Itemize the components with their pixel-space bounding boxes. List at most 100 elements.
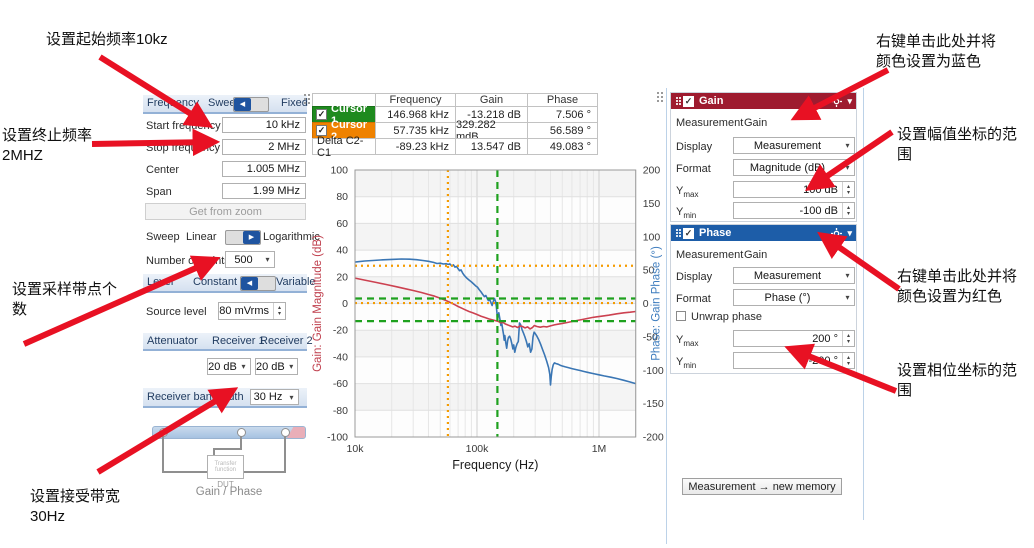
annotation-start-frequency: 设置起始频率10kz	[46, 31, 168, 48]
spinner-arrows-icon[interactable]: ▴ ▾	[842, 331, 854, 346]
panel-splitter[interactable]	[666, 88, 667, 544]
get-from-zoom-button[interactable]: Get from zoom	[145, 203, 306, 220]
gear-icon[interactable]	[831, 95, 843, 107]
cursor1-checkbox[interactable]: ✓	[316, 109, 327, 120]
number-of-points-dropdown[interactable]: 500 ▾	[225, 251, 275, 268]
center-frequency-input[interactable]: 1.005 MHz	[222, 161, 306, 177]
phase-ymin-label: Ymin	[676, 356, 697, 371]
cursor1-phase-cell: 7.506 °	[527, 106, 598, 123]
svg-text:20: 20	[336, 271, 348, 283]
receiver-bandwidth-label: Receiver bandwidth	[147, 391, 244, 403]
spinner-arrows-icon[interactable]: ▴ ▾	[842, 182, 854, 197]
spinner-arrows-icon[interactable]: ▴ ▾	[273, 303, 285, 319]
bode-plot[interactable]: 100806040200-20-40-60-80-100200150100500…	[312, 158, 668, 493]
chevron-down-icon[interactable]: ▾	[847, 227, 852, 238]
gain-display-label: Display	[676, 141, 713, 153]
drag-handle-icon[interactable]	[676, 100, 678, 102]
cursor-table-header-phase: Phase	[527, 93, 598, 107]
span-frequency-input[interactable]: 1.99 MHz	[222, 183, 306, 199]
source-level-stepper[interactable]: 80 mVrms ▴ ▾	[218, 302, 286, 320]
gain-format-label: Format	[676, 163, 711, 175]
phase-ymin-stepper[interactable]: -200 ° ▴ ▾	[733, 352, 855, 369]
chevron-down-icon[interactable]: ▾	[847, 95, 852, 106]
spinner-arrows-icon[interactable]: ▴ ▾	[842, 203, 854, 218]
dut-box: Transfer function	[207, 455, 244, 479]
svg-text:-20: -20	[333, 325, 348, 337]
stop-frequency-label: Stop frequency	[146, 142, 220, 154]
gain-ymax-stepper[interactable]: 100 dB ▴ ▾	[733, 181, 855, 198]
svg-text:80: 80	[336, 191, 348, 203]
sweep-logarithmic-label: Logarithmic	[263, 231, 320, 243]
receiver-bandwidth-dropdown[interactable]: 30 Hz ▾	[250, 389, 299, 405]
annotation-sample-points: 设置采样带点个数	[12, 281, 118, 318]
svg-text:60: 60	[336, 218, 348, 230]
receiver2-column-label: Receiver 2	[260, 335, 313, 347]
annotation-phase-range: 设置相位坐标的范围	[897, 362, 1018, 399]
svg-text:100: 100	[643, 231, 661, 243]
gain-display-dropdown[interactable]: Measurement ▾	[733, 137, 855, 154]
cursor2-frequency-cell: 57.735 kHz	[375, 122, 456, 139]
svg-text:-100: -100	[643, 365, 664, 377]
level-section-title: Level	[147, 276, 174, 288]
cursor1-gain-cell: -13.218 dB	[455, 106, 528, 123]
chevron-down-icon: ▾	[241, 362, 246, 371]
svg-text:100k: 100k	[466, 443, 490, 455]
svg-text:Frequency (Hz): Frequency (Hz)	[452, 458, 538, 472]
source-level-label: Source level	[146, 306, 207, 318]
gain-channel-header[interactable]: ✓ Gain ▾	[671, 93, 856, 109]
gain-ymin-stepper[interactable]: -100 dB ▴ ▾	[733, 202, 855, 219]
annotation-set-color-blue: 右键单击此处并将颜色设置为蓝色	[876, 33, 997, 70]
drag-handle-icon[interactable]	[676, 232, 678, 234]
start-frequency-input[interactable]: 10 kHz	[222, 117, 306, 133]
svg-text:-150: -150	[643, 398, 664, 410]
unwrap-phase-checkbox[interactable]	[676, 311, 686, 321]
phase-display-dropdown[interactable]: Measurement ▾	[733, 267, 855, 284]
diagram-caption: Gain / Phase	[195, 486, 263, 498]
stop-frequency-input[interactable]: 2 MHz	[222, 139, 306, 155]
gain-channel-title: Gain	[699, 95, 724, 107]
toggle-knob-right-icon: ▶	[243, 231, 260, 244]
chevron-down-icon: ▾	[289, 392, 294, 402]
delta-row-header: Delta C2-C1	[312, 135, 376, 159]
cursor1-row-header[interactable]: ✓ Cursor 1	[312, 103, 376, 127]
panel-splitter-handle-icon[interactable]	[657, 92, 659, 94]
svg-text:0: 0	[342, 298, 348, 310]
phase-format-label: Format	[676, 293, 711, 305]
gear-icon[interactable]	[831, 227, 843, 239]
receiver1-column-label: Receiver 1	[212, 335, 265, 347]
unwrap-phase-label: Unwrap phase	[691, 311, 762, 323]
svg-text:Phase: Gain Phase (°): Phase: Gain Phase (°)	[651, 246, 663, 361]
phase-ymax-stepper[interactable]: 200 ° ▴ ▾	[733, 330, 855, 347]
delta-phase-cell: 49.083 °	[527, 138, 598, 155]
cursor2-checkbox[interactable]: ✓	[316, 125, 327, 136]
phase-enable-checkbox[interactable]: ✓	[683, 227, 694, 239]
svg-text:100: 100	[330, 165, 348, 177]
sweep-fixed-toggle[interactable]: ◀	[233, 97, 269, 112]
chevron-down-icon: ▾	[265, 255, 270, 264]
svg-text:150: 150	[643, 198, 661, 210]
sweep-linear-label: Linear	[186, 231, 217, 243]
svg-text:Gain: Gain Magnitude (dB): Gain: Gain Magnitude (dB)	[312, 235, 324, 372]
linear-logarithmic-toggle[interactable]: ▶	[225, 230, 261, 245]
svg-text:40: 40	[336, 245, 348, 257]
chevron-down-icon: ▾	[845, 271, 850, 280]
gain-format-dropdown[interactable]: Magnitude (dB) ▾	[733, 159, 855, 176]
svg-text:10k: 10k	[347, 443, 365, 455]
attenuator-receiver1-dropdown[interactable]: 20 dB ▾	[207, 358, 251, 375]
spinner-arrows-icon[interactable]: ▴ ▾	[842, 353, 854, 368]
phase-format-dropdown[interactable]: Phase (°) ▾	[733, 289, 855, 306]
gain-enable-checkbox[interactable]: ✓	[683, 95, 694, 107]
phase-channel-header[interactable]: ✓ Phase ▾	[671, 225, 856, 241]
gain-measurement-value: Gain	[744, 117, 768, 129]
phase-ymax-label: Ymax	[676, 334, 699, 349]
attenuator-receiver2-dropdown[interactable]: 20 dB ▾	[255, 358, 298, 375]
gain-measurement-label: Measurement	[676, 117, 744, 129]
right-panel-splitter[interactable]	[863, 88, 864, 520]
cursor2-gain-cell: 329.282 mdB	[455, 119, 528, 143]
svg-text:-200: -200	[643, 432, 664, 444]
constant-variable-toggle[interactable]: ◀	[240, 276, 276, 291]
measurement-to-memory-button[interactable]: Measurement → new memory	[682, 478, 842, 495]
table-drag-handle-icon[interactable]	[304, 94, 306, 96]
phase-measurement-label: Measurement	[676, 249, 744, 261]
